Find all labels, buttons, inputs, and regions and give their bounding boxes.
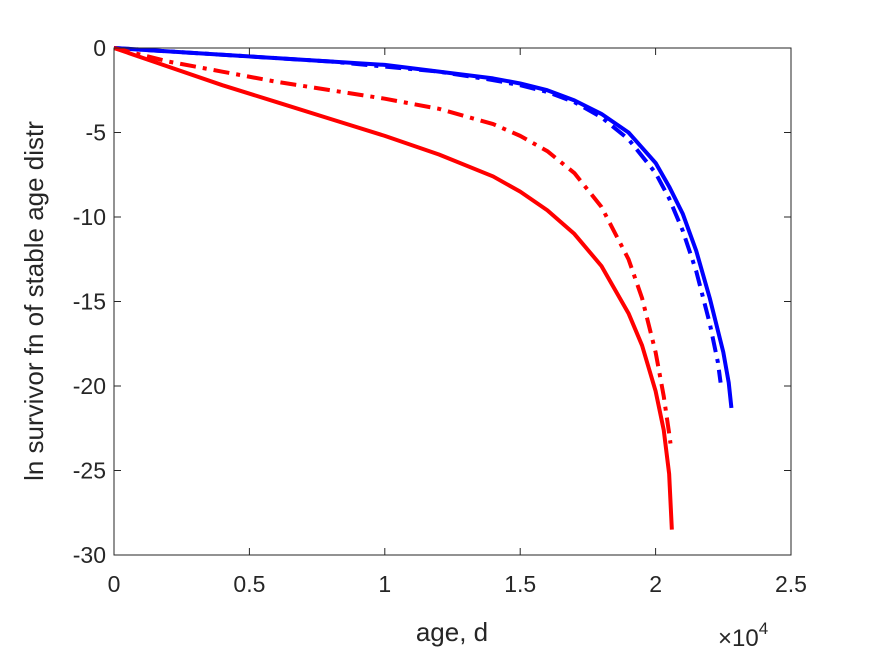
y-tick-label: -5: [86, 120, 106, 146]
y-axis-label: ln survivor fn of stable age distr: [19, 121, 49, 481]
series-line-4: [113, 46, 674, 530]
x-tick-label: 0.5: [233, 571, 265, 597]
y-tick-label: 0: [93, 35, 106, 61]
y-tick-label: -30: [73, 542, 106, 568]
y-tick-label: -10: [73, 204, 106, 230]
x-axis-label: age, d: [416, 617, 488, 647]
y-tick-label: -20: [73, 373, 106, 399]
y-tick-label: -15: [73, 289, 106, 315]
x-axis-multiplier-base: ×10: [718, 625, 759, 652]
x-axis-multiplier-exponent: 4: [759, 619, 768, 638]
x-tick-label: 0: [108, 571, 121, 597]
tick-layer: [113, 47, 792, 556]
y-tick-label: -25: [73, 458, 106, 484]
series-line-3: [113, 46, 673, 444]
tick-label-layer: 0 0.5 1 1.5 2 2.5 0 -5 -10 -15 -20 -25 -30: [73, 35, 807, 597]
series-line-2: [113, 46, 723, 383]
x-tick-label: 2: [649, 571, 662, 597]
x-tick-label: 1.5: [504, 571, 536, 597]
x-tick-label: 2.5: [775, 571, 807, 597]
x-axis-multiplier: ×104: [718, 619, 768, 652]
plot-area: [114, 48, 791, 555]
series-layer: [113, 46, 734, 530]
x-tick-label: 1: [378, 571, 391, 597]
